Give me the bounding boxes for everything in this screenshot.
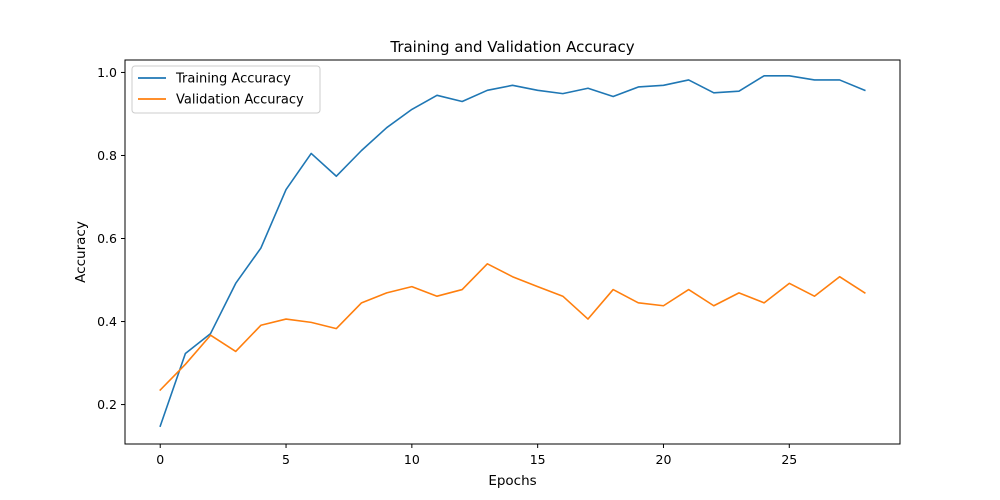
- x-tick-label: 15: [530, 452, 546, 467]
- series-lines: [159, 74, 866, 428]
- legend-box: [131, 65, 321, 114]
- x-tick-label: 0: [156, 452, 164, 467]
- x-tick-label: 20: [656, 452, 672, 467]
- x-tick-label: 10: [404, 452, 420, 467]
- x-tick-label: 25: [781, 452, 797, 467]
- legend-label-validation: Validation Accuracy: [176, 93, 304, 108]
- y-tick-label: 0.4: [97, 314, 117, 329]
- x-axis-ticks: 0 5 10 15 20 25: [156, 444, 797, 467]
- x-axis-label: Epochs: [488, 473, 536, 489]
- legend: Training Accuracy Validation Accuracy: [131, 65, 321, 114]
- plot-area: 0 5 10 15 20 25 0.2 0.4 0.6 0.8 1.0: [97, 59, 901, 467]
- y-tick-label: 0.6: [97, 231, 117, 246]
- training-accuracy-line: [159, 74, 866, 428]
- validation-accuracy-line: [159, 263, 866, 392]
- x-tick-label: 5: [282, 452, 290, 467]
- y-tick-label: 1.0: [97, 65, 117, 80]
- y-tick-label: 0.8: [97, 148, 117, 163]
- y-axis-label: Accuracy: [73, 221, 89, 283]
- axes-frame: [124, 59, 901, 445]
- chart-title: Training and Validation Accuracy: [389, 38, 634, 56]
- legend-label-training: Training Accuracy: [175, 72, 291, 87]
- y-axis-ticks: 0.2 0.4 0.6 0.8 1.0: [97, 65, 125, 412]
- y-tick-label: 0.2: [97, 397, 117, 412]
